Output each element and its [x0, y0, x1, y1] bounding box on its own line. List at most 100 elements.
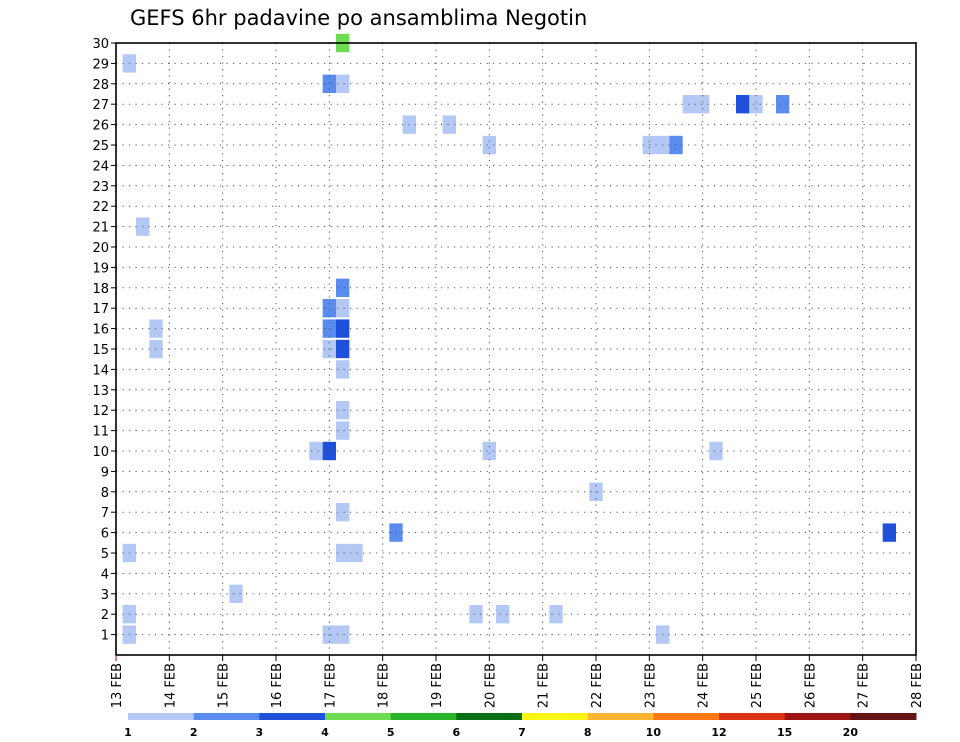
colorbar-label: 2 — [190, 726, 198, 739]
precip-cell — [322, 299, 336, 318]
plot-frame — [115, 42, 917, 656]
y-tick-label: 9 — [101, 465, 109, 480]
precip-cell — [336, 74, 350, 93]
y-tick-label: 5 — [101, 547, 109, 562]
colorbar-label: 15 — [777, 726, 792, 739]
colorbar: 1 2 3 4 5 6 7 8 10 12 15 20 — [124, 713, 917, 739]
x-tick-label: 14 FEB — [163, 663, 178, 708]
precip-cell — [322, 74, 336, 93]
precip-cell — [229, 584, 243, 603]
x-tick-label: 15 FEB — [217, 663, 232, 708]
y-tick-label: 7 — [101, 506, 109, 521]
precip-cell — [696, 95, 710, 114]
colorbar-segment — [193, 713, 260, 720]
y-tick-label: 29 — [92, 57, 109, 72]
x-axis: 13 FEB 14 FEB 15 FEB 16 FEB 17 FEB 18 FEB 19 F… — [110, 655, 925, 708]
x-tick-label: 18 FEB — [377, 663, 392, 708]
precip-cell — [336, 503, 350, 522]
heatmap-cells — [122, 33, 896, 644]
y-tick-label: 15 — [92, 343, 109, 358]
precip-cell — [336, 319, 350, 338]
x-tick-label: 23 FEB — [643, 663, 658, 708]
colorbar-segment — [259, 713, 326, 720]
y-tick-label: 12 — [92, 404, 109, 419]
y-tick-label: 11 — [92, 425, 109, 440]
y-tick-label: 21 — [92, 221, 109, 236]
precip-cell — [482, 441, 496, 461]
x-tick-label: 27 FEB — [857, 663, 872, 708]
colorbar-label: 3 — [256, 726, 264, 739]
precip-cell — [322, 441, 336, 461]
colorbar-segment — [653, 713, 720, 720]
y-tick-label: 16 — [92, 323, 109, 338]
y-tick-label: 28 — [92, 78, 109, 93]
precip-cell — [749, 95, 763, 114]
precip-cell — [709, 441, 723, 461]
x-tick-label: 21 FEB — [537, 663, 552, 708]
colorbar-segment — [390, 713, 457, 720]
grid-lines — [116, 42, 916, 655]
y-tick-label: 10 — [92, 445, 109, 460]
colorbar-segment — [128, 713, 195, 720]
y-tick-label: 1 — [101, 629, 109, 644]
colorbar-label: 10 — [646, 726, 662, 739]
y-tick-label: 18 — [92, 282, 109, 297]
precip-cell — [309, 441, 323, 461]
y-tick-label: 20 — [92, 241, 109, 256]
colorbar-label: 1 — [124, 726, 132, 739]
colorbar-label: 8 — [584, 726, 592, 739]
x-tick-label: 28 FEB — [910, 663, 925, 708]
y-tick-label: 22 — [92, 200, 109, 215]
y-tick-label: 27 — [92, 98, 109, 113]
precip-cell — [336, 401, 350, 420]
y-axis: 1234567891011121314151617181920212223242… — [92, 37, 116, 644]
precip-cell — [336, 299, 350, 318]
precip-cell — [336, 625, 350, 644]
y-tick-label: 23 — [92, 180, 109, 195]
y-tick-label: 26 — [92, 119, 109, 134]
colorbar-segment — [456, 713, 523, 720]
colorbar-label: 7 — [518, 726, 526, 739]
y-tick-label: 30 — [92, 37, 109, 52]
precip-cell — [682, 95, 696, 114]
y-tick-label: 17 — [92, 302, 109, 317]
x-tick-label: 24 FEB — [697, 663, 712, 708]
precip-cell — [336, 421, 350, 440]
precip-cell — [336, 360, 350, 379]
x-tick-label: 22 FEB — [590, 663, 605, 708]
y-tick-label: 2 — [101, 608, 109, 623]
y-tick-label: 3 — [101, 588, 109, 603]
x-tick-label: 26 FEB — [803, 663, 818, 708]
chart-title: GEFS 6hr padavine po ansamblima Negotin — [130, 6, 587, 30]
x-tick-label: 25 FEB — [750, 663, 765, 708]
x-tick-label: 16 FEB — [270, 663, 285, 708]
colorbar-segment — [784, 713, 851, 720]
precip-cell — [482, 135, 496, 155]
y-tick-label: 13 — [92, 384, 109, 399]
x-tick-label: 13 FEB — [110, 663, 125, 708]
precip-cell — [736, 95, 750, 114]
precip-cell — [469, 605, 483, 624]
precip-cell — [549, 605, 563, 624]
precip-cell — [336, 543, 350, 563]
precip-cell — [882, 523, 896, 542]
colorbar-label: 4 — [321, 726, 329, 739]
colorbar-label: 20 — [843, 726, 859, 739]
y-tick-label: 6 — [101, 527, 109, 542]
y-tick-label: 19 — [92, 261, 109, 276]
precip-cell — [322, 319, 336, 338]
colorbar-label: 6 — [453, 726, 461, 739]
colorbar-segment — [522, 713, 589, 720]
y-tick-label: 8 — [101, 486, 109, 501]
precip-cell — [776, 95, 790, 114]
y-tick-label: 14 — [92, 363, 109, 378]
colorbar-label: 12 — [711, 726, 726, 739]
precip-cell — [442, 115, 456, 134]
colorbar-segment — [850, 713, 917, 720]
precip-cell — [349, 543, 363, 563]
y-tick-label: 25 — [92, 139, 109, 154]
y-tick-label: 4 — [101, 567, 109, 582]
precip-cell — [336, 278, 350, 297]
precip-cell — [496, 605, 510, 624]
